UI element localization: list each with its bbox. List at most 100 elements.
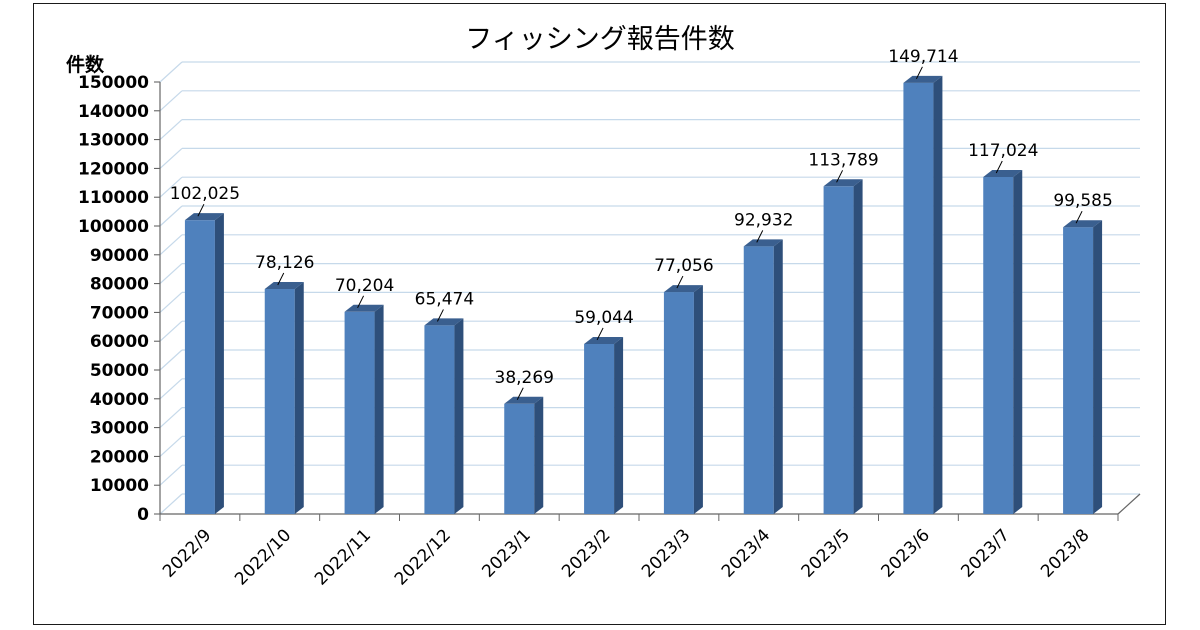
- data-label-leader: [357, 295, 365, 309]
- y-tick-label: 70000: [90, 303, 149, 323]
- data-labels: 102,025 78,126 70,204 65,474 38,269 59,044 77,…: [170, 47, 1113, 401]
- gridline-depth: [159, 464, 183, 486]
- data-label: 102,025: [170, 184, 240, 204]
- data-label-leader: [596, 327, 604, 341]
- gridline-depth: [159, 291, 183, 313]
- x-tick-labels: 2022/9 2022/10 2022/11 2022/12 2023/1 2023/2 2…: [159, 525, 1094, 589]
- gridline-depth: [159, 349, 183, 371]
- data-label: 113,789: [808, 150, 878, 170]
- data-label-leader: [915, 66, 923, 80]
- bar: [663, 285, 703, 514]
- y-axis-label: 件数: [66, 53, 105, 76]
- bar-side: [294, 281, 304, 514]
- gridline-depth: [159, 263, 183, 285]
- y-tick-label: 20000: [90, 447, 149, 467]
- bar: [344, 304, 384, 514]
- bar-front: [264, 288, 295, 514]
- bar-front: [903, 82, 934, 515]
- y-tick-label: 90000: [90, 246, 149, 266]
- data-label: 77,056: [654, 256, 713, 276]
- data-label: 117,024: [968, 141, 1038, 161]
- gridline-depth: [159, 147, 183, 169]
- gridline-depth: [159, 234, 183, 256]
- y-tick-label: 140000: [78, 102, 149, 122]
- data-label-leader: [277, 272, 285, 286]
- gridline-depth: [159, 407, 183, 429]
- y-tick-label: 10000: [90, 476, 149, 496]
- data-label: 78,126: [255, 253, 314, 273]
- data-label-leader: [1075, 210, 1083, 224]
- x-tick-label: 2023/4: [718, 525, 774, 581]
- y-tick-label: 100000: [78, 217, 149, 237]
- bar-side: [1013, 169, 1023, 514]
- y-tick-labels: 0 10000 20000 30000 40000 50000 60000 70000 8000…: [78, 73, 149, 525]
- gridlines: [159, 61, 1140, 515]
- gridline-depth: [159, 435, 183, 457]
- bar-side: [693, 285, 703, 514]
- gridline-depth: [159, 176, 183, 198]
- bar-front: [184, 220, 215, 514]
- x-tick-label: 2023/1: [478, 525, 534, 581]
- gridline-depth: [159, 119, 183, 141]
- bar-side: [933, 75, 943, 515]
- bar: [743, 239, 783, 514]
- bar-side: [214, 213, 224, 514]
- y-tick-label: 40000: [90, 390, 149, 410]
- bar-top: [903, 75, 943, 83]
- x-axis-depth: [1117, 493, 1141, 515]
- gridline-depth: [159, 90, 183, 112]
- bar: [1063, 220, 1103, 515]
- bar: [264, 281, 304, 514]
- data-label: 92,932: [734, 210, 793, 230]
- gridline-depth: [159, 378, 183, 400]
- y-tick-label: 110000: [78, 188, 149, 208]
- x-tick-label: 2023/6: [878, 525, 934, 581]
- gridline-depth: [159, 320, 183, 342]
- bar-top: [743, 239, 783, 247]
- data-label-leader: [756, 230, 764, 243]
- bar-front: [344, 311, 375, 514]
- y-tick-label: 130000: [78, 131, 149, 151]
- bar-top: [424, 318, 464, 326]
- data-label-leader: [516, 387, 524, 401]
- bar-front: [504, 403, 535, 514]
- bar-front: [663, 292, 694, 514]
- x-tick-label: 2023/5: [798, 525, 854, 581]
- bar-top: [663, 285, 703, 293]
- x-tick-label: 2023/7: [957, 525, 1013, 581]
- chart-title: フィッシング報告件数: [465, 24, 734, 55]
- bar-top: [344, 304, 384, 312]
- x-tick-label: 2023/8: [1037, 525, 1093, 581]
- bar: [584, 336, 624, 514]
- data-label: 99,585: [1053, 191, 1112, 211]
- y-tick-label: 50000: [90, 361, 149, 381]
- bar-front: [1063, 227, 1094, 515]
- y-tick-label: 0: [137, 505, 149, 525]
- bar-side: [773, 239, 783, 514]
- y-tick-label: 60000: [90, 332, 149, 352]
- bar: [424, 318, 464, 514]
- bar: [903, 75, 943, 515]
- bar: [823, 179, 863, 515]
- data-label: 38,269: [495, 368, 554, 388]
- bar-top: [983, 169, 1023, 177]
- bar: [184, 213, 224, 514]
- bar-side: [1093, 220, 1103, 515]
- bar-side: [534, 396, 544, 514]
- x-tick-label: 2022/12: [391, 525, 455, 589]
- bar: [983, 169, 1023, 514]
- bar-top: [1063, 220, 1103, 228]
- x-tick-label: 2023/2: [558, 525, 614, 581]
- data-label-leader: [676, 275, 684, 289]
- bar-top: [823, 179, 863, 187]
- bar-side: [374, 304, 384, 514]
- bar-top: [184, 213, 224, 221]
- y-tick-label: 150000: [78, 73, 149, 93]
- bars: [184, 75, 1103, 515]
- gridline-depth: [159, 205, 183, 227]
- axes: [154, 81, 1141, 521]
- bar-front: [743, 246, 774, 514]
- data-label-leader: [836, 170, 844, 183]
- gridline-depth: [159, 61, 183, 83]
